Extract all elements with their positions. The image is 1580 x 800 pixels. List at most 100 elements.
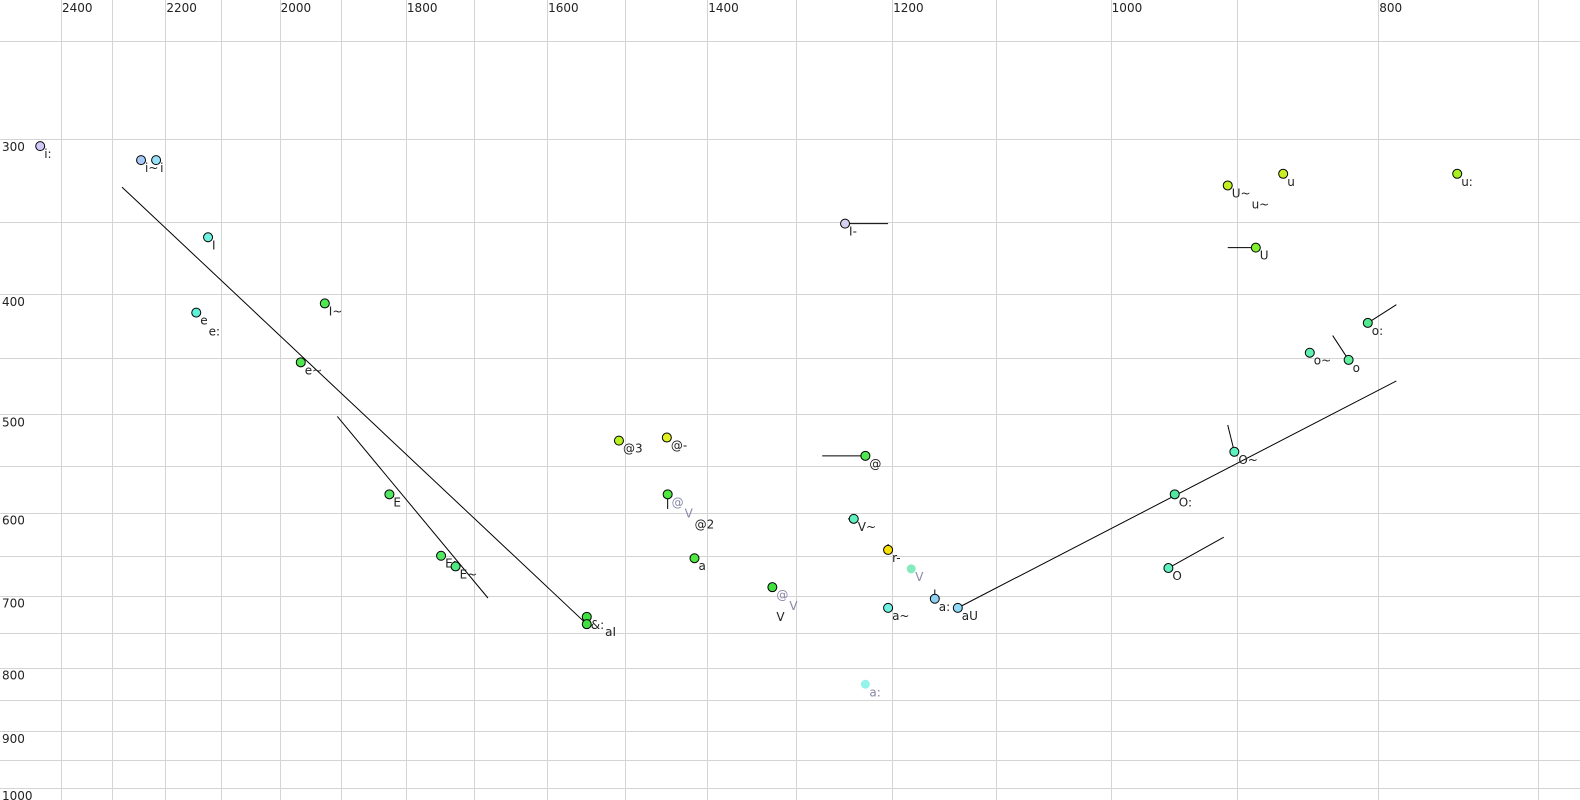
trajectories (121, 186, 1397, 625)
vowel-point: a: (929, 593, 950, 614)
x-tick-label: 2200 (166, 1, 197, 15)
y-tick-label: 500 (2, 415, 25, 429)
x-tick-label: 1400 (708, 1, 739, 15)
vowel-label: V (685, 506, 694, 520)
formant-trajectory (121, 186, 588, 625)
vowel-label: @ (776, 588, 788, 602)
x-tick-label: 800 (1379, 1, 1402, 15)
y-tick-label: 1000 (2, 789, 33, 800)
vowel-label: V (915, 570, 924, 584)
vowel-label: I- (849, 225, 857, 239)
vowel-label: V (789, 599, 798, 613)
vowel-label: u~ (1252, 197, 1270, 211)
vowel-label: @3 (623, 442, 643, 456)
vowel-marker (1278, 168, 1289, 179)
vowel-marker (848, 513, 859, 524)
vowel-marker (767, 582, 778, 593)
vowel-label: aI (605, 625, 616, 639)
y-tick-label: 600 (2, 514, 25, 528)
vowel-point: &: (581, 611, 604, 632)
vowel-marker (689, 553, 700, 564)
vowel-marker (295, 357, 306, 368)
vowel-marker (1362, 317, 1373, 328)
vowel-marker (860, 679, 870, 689)
vowel-point: u (1278, 168, 1295, 189)
vowel-label: aU (962, 609, 978, 623)
vowel-label: i: (44, 147, 51, 161)
vowel-label: @ (672, 495, 684, 509)
vowel-marker (151, 155, 162, 166)
vowel-point: @3 (613, 435, 643, 456)
vowel-label: a (698, 559, 705, 573)
vowel-point: o: (1362, 317, 1383, 338)
vowel-label: e~ (305, 363, 322, 377)
vowel-point: @- (661, 432, 687, 453)
vowel-marker (883, 544, 894, 555)
vowel-label: O~ (1238, 453, 1258, 467)
vowel-label: I~ (329, 304, 343, 318)
axis-tick-labels: 2400 2200 2000 1800 1600 1400 1200 1000 800 300 40… (2, 1, 1402, 800)
vowel-marker (581, 619, 592, 630)
x-tick-label: 1000 (1112, 1, 1143, 15)
vowel-label: e (200, 314, 207, 328)
vowel-marker (1229, 446, 1240, 457)
vowel-point: @ (860, 450, 881, 471)
vowel-point: aU (952, 602, 978, 623)
x-tick-label: 2000 (281, 1, 312, 15)
vowel-marker (384, 489, 395, 500)
y-tick-label: 800 (2, 669, 25, 683)
vowel-marker (1343, 354, 1354, 365)
vowel-marker (1169, 489, 1180, 500)
x-tick-label: 1200 (893, 1, 924, 15)
vowel-label: o (1353, 361, 1360, 375)
vowel-marker (1250, 242, 1261, 253)
vowel-marker (1452, 168, 1463, 179)
vowel-marker (191, 307, 202, 318)
vowel-label: @- (671, 439, 687, 453)
vowel-point: i (151, 155, 163, 175)
vowel-label: u: (1461, 175, 1473, 189)
vowel-marker (35, 141, 46, 152)
vowel-label: U (1260, 249, 1269, 263)
vowel-label: a: (869, 685, 880, 699)
vowel-point: V (906, 564, 924, 584)
vowel-point: u: (1452, 168, 1473, 189)
y-tick-label: 700 (2, 597, 25, 611)
vowel-point: @V@2 (662, 489, 714, 531)
vowel-label: E: (445, 557, 457, 571)
vowel-point: o~ (1304, 347, 1331, 368)
vowel-label: E (393, 495, 401, 509)
vowel-label: U~ (1232, 186, 1251, 200)
vowel-point: E~ (450, 561, 478, 581)
vowel-point: E: (436, 550, 457, 571)
vowel-label: o~ (1314, 354, 1331, 368)
vowel-label: a: (939, 600, 950, 614)
vowel-marker (319, 298, 330, 309)
vowel-marker (952, 602, 963, 613)
vowel-label: I (212, 238, 216, 252)
vowel-label: O (1172, 569, 1181, 583)
vowel-marker (661, 432, 672, 443)
vowel-point: i: (35, 141, 52, 161)
vowel-label: e: (209, 325, 220, 339)
vowel-marker (860, 450, 871, 461)
vowel-point: V~ (848, 513, 876, 534)
vowel-point: I- (840, 218, 857, 239)
vowel-marker (1222, 180, 1233, 191)
vowel-label: o: (1372, 324, 1383, 338)
vowel-label: E~ (460, 567, 478, 581)
vowel-marker (613, 435, 624, 446)
vowel-marker (436, 550, 447, 561)
vowel-marker (1304, 347, 1315, 358)
formant-trajectory (1367, 304, 1397, 324)
y-tick-label: 300 (2, 140, 25, 154)
vowel-label: V~ (858, 520, 876, 534)
vowel-label: &: (591, 618, 604, 632)
vowel-marker (450, 561, 461, 572)
vowel-point: o (1343, 354, 1360, 375)
vowel-point: e~ (295, 357, 322, 377)
vowel-point: U (1250, 242, 1269, 263)
vowel-point: @VV (767, 582, 798, 624)
